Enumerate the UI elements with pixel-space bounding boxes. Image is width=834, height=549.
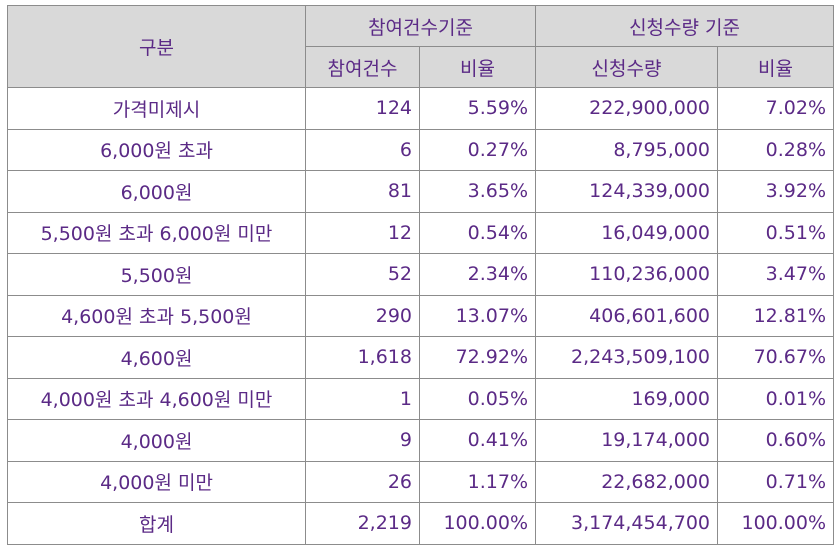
participation-ratio-cell: 1.17% (418, 460, 537, 503)
header-quantity-amount: 신청수량 (535, 46, 719, 88)
header-participation-ratio: 비율 (418, 46, 537, 88)
row-label-cell: 6,000원 (7, 170, 306, 213)
quantity-amount-cell: 3,174,454,700 (535, 502, 719, 545)
quantity-ratio-cell: 0.60% (717, 419, 834, 462)
participation-count-cell: 2,219 (305, 502, 420, 545)
participation-count-cell: 6 (305, 128, 420, 171)
table-row: 6,000원 81 3.65% 124,339,000 3.92% (7, 170, 834, 213)
table-row: 4,000원 미만 26 1.17% 22,682,000 0.71% (7, 460, 834, 503)
quantity-amount-cell: 22,682,000 (535, 460, 719, 503)
participation-count-cell: 52 (305, 253, 420, 296)
participation-ratio-cell: 3.65% (418, 170, 537, 213)
quantity-amount-cell: 16,049,000 (535, 211, 719, 254)
row-label-cell: 합계 (7, 502, 306, 545)
quantity-ratio-cell: 7.02% (717, 87, 834, 130)
quantity-ratio-cell: 70.67% (717, 336, 834, 379)
header-group-label: 구분 (7, 5, 306, 88)
quantity-ratio-cell: 0.51% (717, 211, 834, 254)
table-row: 4,600원 1,618 72.92% 2,243,509,100 70.67% (7, 336, 834, 379)
participation-count-cell: 9 (305, 419, 420, 462)
table-row: 4,000원 초과 4,600원 미만 1 0.05% 169,000 0.01% (7, 377, 834, 420)
quantity-amount-cell: 110,236,000 (535, 253, 719, 296)
quantity-ratio-cell: 3.92% (717, 170, 834, 213)
quantity-ratio-cell: 3.47% (717, 253, 834, 296)
participation-ratio-cell: 0.54% (418, 211, 537, 254)
participation-ratio-cell: 2.34% (418, 253, 537, 296)
header-row-sub: 참여건수 비율 신청수량 비율 (8, 46, 834, 88)
row-label-cell: 4,000원 미만 (7, 460, 306, 503)
header-participation-count: 참여건수 (305, 46, 420, 88)
participation-ratio-cell: 72.92% (418, 336, 537, 379)
row-label-cell: 가격미제시 (7, 87, 306, 130)
quantity-ratio-cell: 100.00% (717, 502, 834, 545)
table-body: 가격미제시 124 5.59% 222,900,000 7.02% 6,000원 초과 6 0… (7, 87, 834, 545)
participation-count-cell: 290 (305, 294, 420, 337)
table-row: 4,600원 초과 5,500원 290 13.07% 406,601,600 12.8… (7, 294, 834, 337)
header-quantity-group: 신청수량 기준 (535, 5, 834, 47)
participation-ratio-cell: 100.00% (418, 502, 537, 545)
demand-forecast-table: 구분 참여건수기준 신청수량 기준 참여건수 비율 신청수량 비율 가격미제시 1… (7, 5, 834, 545)
table-row: 5,500원 초과 6,000원 미만 12 0.54% 16,049,000 0.51… (7, 211, 834, 254)
quantity-amount-cell: 222,900,000 (535, 87, 719, 130)
quantity-ratio-cell: 0.28% (717, 128, 834, 171)
table-row: 5,500원 52 2.34% 110,236,000 3.47% (7, 253, 834, 296)
table-row: 가격미제시 124 5.59% 222,900,000 7.02% (7, 87, 834, 130)
quantity-ratio-cell: 12.81% (717, 294, 834, 337)
quantity-ratio-cell: 0.01% (717, 377, 834, 420)
row-label-cell: 6,000원 초과 (7, 128, 306, 171)
participation-ratio-cell: 13.07% (418, 294, 537, 337)
row-label-cell: 4,000원 초과 4,600원 미만 (7, 377, 306, 420)
participation-count-cell: 1,618 (305, 336, 420, 379)
quantity-amount-cell: 2,243,509,100 (535, 336, 719, 379)
participation-ratio-cell: 0.41% (418, 419, 537, 462)
participation-count-cell: 26 (305, 460, 420, 503)
quantity-amount-cell: 19,174,000 (535, 419, 719, 462)
participation-count-cell: 81 (305, 170, 420, 213)
row-label-cell: 5,500원 (7, 253, 306, 296)
participation-count-cell: 12 (305, 211, 420, 254)
row-label-cell: 4,000원 (7, 419, 306, 462)
quantity-amount-cell: 169,000 (535, 377, 719, 420)
table-header: 구분 참여건수기준 신청수량 기준 참여건수 비율 신청수량 비율 (7, 5, 834, 88)
participation-ratio-cell: 0.27% (418, 128, 537, 171)
quantity-amount-cell: 124,339,000 (535, 170, 719, 213)
participation-count-cell: 124 (305, 87, 420, 130)
table-row: 6,000원 초과 6 0.27% 8,795,000 0.28% (7, 128, 834, 171)
table-row: 4,000원 9 0.41% 19,174,000 0.60% (7, 419, 834, 462)
quantity-amount-cell: 8,795,000 (535, 128, 719, 171)
participation-ratio-cell: 0.05% (418, 377, 537, 420)
participation-ratio-cell: 5.59% (418, 87, 537, 130)
quantity-amount-cell: 406,601,600 (535, 294, 719, 337)
header-participation-group: 참여건수기준 (304, 5, 537, 47)
quantity-ratio-cell: 0.71% (717, 460, 834, 503)
total-row: 합계 2,219 100.00% 3,174,454,700 100.00% (7, 502, 834, 545)
header-row-top: 구분 참여건수기준 신청수량 기준 (7, 5, 834, 88)
participation-count-cell: 1 (305, 377, 420, 420)
header-quantity-ratio: 비율 (717, 46, 834, 88)
row-label-cell: 5,500원 초과 6,000원 미만 (7, 211, 306, 254)
row-label-cell: 4,600원 초과 5,500원 (7, 294, 306, 337)
row-label-cell: 4,600원 (7, 336, 306, 379)
